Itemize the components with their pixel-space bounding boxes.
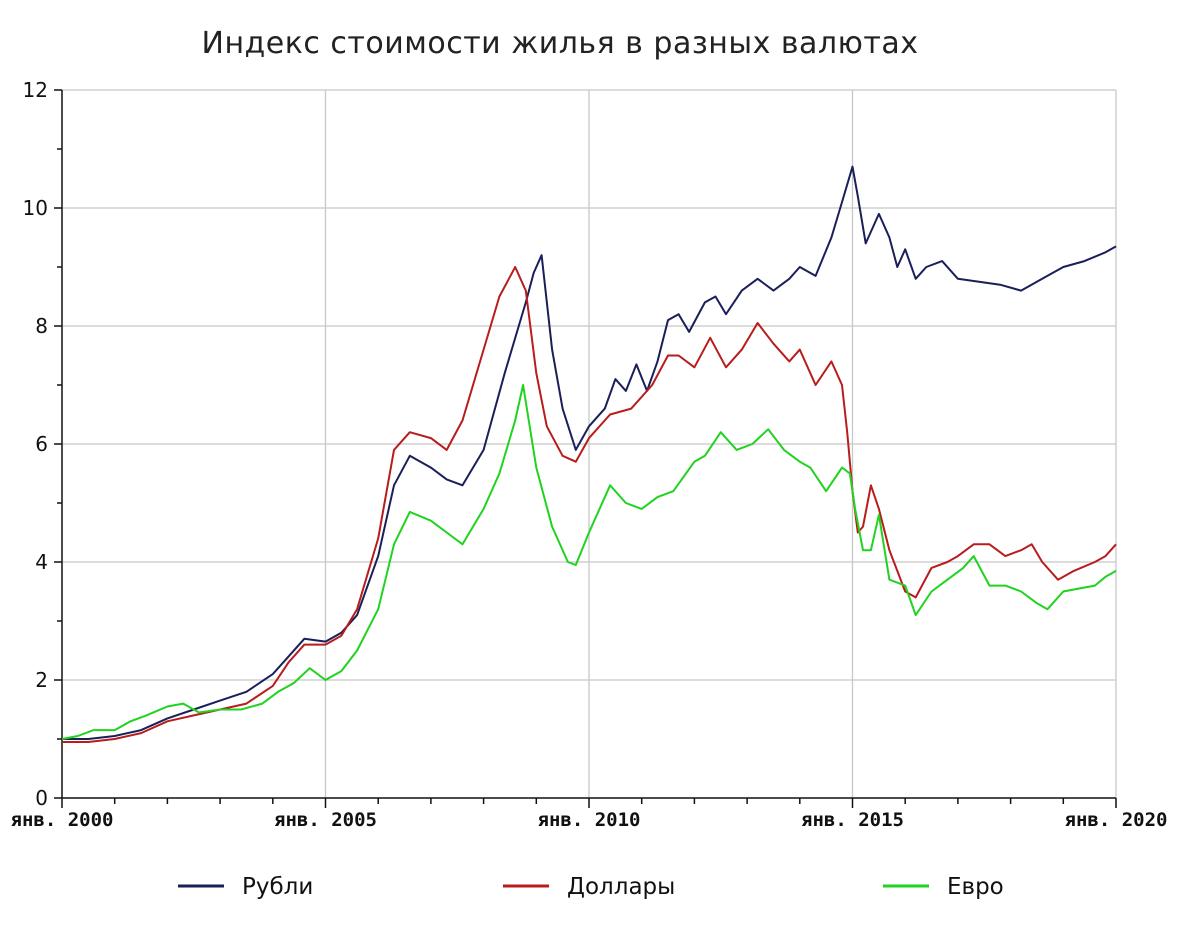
grid bbox=[62, 89, 1117, 798]
y-tick-label: 6 bbox=[35, 432, 48, 456]
y-tick-label: 10 bbox=[23, 196, 48, 220]
chart-title: Индекс стоимости жилья в разных валютах bbox=[202, 26, 919, 61]
series-line-0 bbox=[62, 165, 1117, 740]
axes: 0 2 4 6 8 10 12 янв. 2000 янв. 2005 янв. 2010 янв.… bbox=[11, 78, 1168, 831]
x-tick-label: янв. 2015 bbox=[801, 809, 904, 831]
x-tick-label: янв. 2010 bbox=[538, 809, 641, 831]
y-tick-label: 0 bbox=[35, 786, 48, 810]
series-line-2 bbox=[61, 384, 1117, 740]
x-tick-label: янв. 2000 bbox=[11, 809, 114, 831]
x-tick-label: янв. 2020 bbox=[1065, 809, 1168, 831]
legend-label: Евро bbox=[947, 874, 1004, 900]
legend: Рубли Доллары Евро bbox=[178, 874, 1004, 900]
y-tick-label: 2 bbox=[35, 668, 48, 692]
y-tick-label: 4 bbox=[35, 550, 48, 574]
x-tick-label: янв. 2005 bbox=[274, 809, 377, 831]
series-lines bbox=[61, 165, 1117, 743]
legend-label: Рубли bbox=[242, 874, 313, 900]
y-tick-label: 8 bbox=[35, 314, 48, 338]
legend-label: Доллары bbox=[567, 874, 675, 900]
y-tick-label: 12 bbox=[23, 78, 48, 102]
series-line-1 bbox=[62, 266, 1117, 743]
